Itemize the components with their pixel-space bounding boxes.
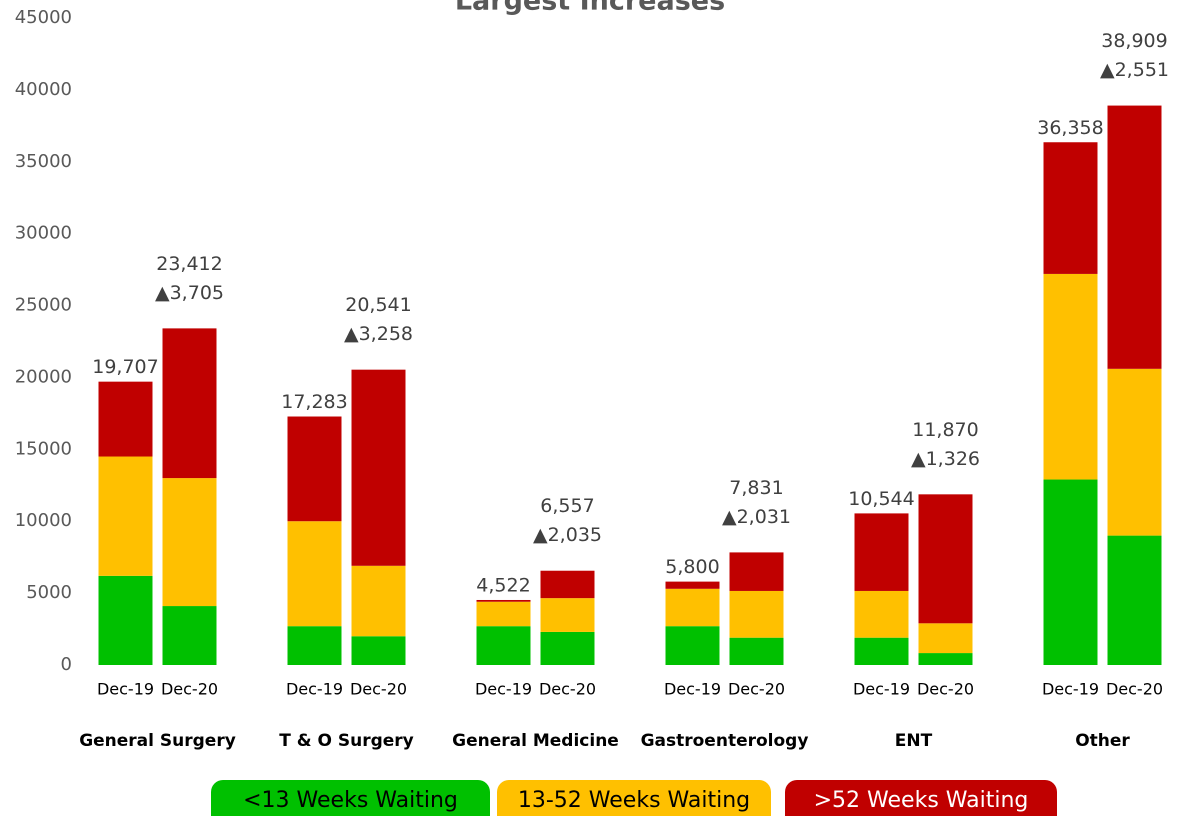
total-label: 6,557 [540, 495, 594, 517]
bar-segment [351, 369, 406, 566]
y-tick-label: 0 [61, 654, 72, 675]
total-label: 19,707 [92, 356, 158, 378]
y-tick-label: 5000 [26, 582, 72, 603]
chart-title: Largest Increases [455, 0, 725, 17]
bar-segment [98, 456, 153, 576]
x-tick-label: Dec-20 [350, 680, 407, 699]
bar-segment [1107, 368, 1162, 536]
bar-segment [476, 626, 531, 665]
total-label: 20,541 [345, 294, 411, 316]
bar-segment [351, 636, 406, 665]
total-label: 10,544 [848, 488, 914, 510]
y-tick-label: 25000 [15, 295, 72, 316]
x-tick-label: Dec-19 [97, 680, 154, 699]
increase-label: ▲3,258 [344, 323, 413, 345]
x-tick-label: Dec-20 [917, 680, 974, 699]
bar-segment [918, 653, 973, 665]
bar-segment [162, 478, 217, 607]
bar-segment [729, 590, 784, 638]
bar-segment [476, 599, 531, 602]
bar-segment [665, 588, 720, 627]
legend-label: >52 Weeks Waiting [814, 788, 1029, 813]
x-tick-label: Dec-20 [539, 680, 596, 699]
y-tick-label: 35000 [15, 151, 72, 172]
bar-segment [918, 494, 973, 624]
bar-segment [287, 521, 342, 627]
group-label: Other [1075, 731, 1130, 751]
legend-swatch [497, 780, 771, 820]
total-label: 11,870 [912, 419, 978, 441]
legend-swatch [785, 780, 1057, 820]
bar-segment [540, 570, 595, 599]
y-tick-label: 15000 [15, 438, 72, 459]
bar-segment [1043, 479, 1098, 665]
total-label: 38,909 [1101, 30, 1167, 52]
bar-segment [540, 598, 595, 632]
increase-label: ▲2,031 [722, 506, 791, 528]
x-tick-label: Dec-19 [853, 680, 910, 699]
y-tick-label: 20000 [15, 366, 72, 387]
group-label: General Medicine [452, 731, 619, 751]
legend-label: 13-52 Weeks Waiting [518, 788, 750, 813]
y-tick-label: 30000 [15, 223, 72, 244]
bar-segment [729, 637, 784, 665]
x-tick-label: Dec-19 [475, 680, 532, 699]
increase-label: ▲1,326 [911, 448, 980, 470]
bar-segment [98, 381, 153, 457]
legend-label: <13 Weeks Waiting [243, 788, 458, 813]
bar-segment [98, 575, 153, 665]
bar-segment [287, 626, 342, 665]
bar-segment [1043, 142, 1098, 274]
total-label: 7,831 [729, 477, 783, 499]
bar-segment [287, 416, 342, 522]
bar-segment [1043, 273, 1098, 480]
increase-label: ▲2,551 [1100, 59, 1169, 81]
bar-segment [351, 565, 406, 637]
y-tick-label: 40000 [15, 79, 72, 100]
bar-segment [854, 513, 909, 591]
total-label: 17,283 [281, 391, 347, 413]
x-tick-label: Dec-20 [161, 680, 218, 699]
increase-label: ▲3,705 [155, 282, 224, 304]
bar-segment [476, 601, 531, 627]
group-label: Gastroenterology [641, 731, 809, 751]
group-label: ENT [895, 731, 933, 751]
y-tick-label: 45000 [15, 7, 72, 28]
bar-segment [665, 626, 720, 665]
total-label: 36,358 [1037, 117, 1103, 139]
bar-segment [1107, 105, 1162, 369]
group-label: General Surgery [79, 731, 236, 751]
x-tick-label: Dec-19 [664, 680, 721, 699]
total-label: 5,800 [665, 556, 719, 578]
x-tick-label: Dec-20 [728, 680, 785, 699]
bar-segment [918, 623, 973, 654]
total-label: 23,412 [156, 253, 222, 275]
bar-segment [162, 328, 217, 479]
bar-segment [162, 606, 217, 665]
bar-segment [854, 590, 909, 638]
bar-segment [729, 552, 784, 591]
x-tick-label: Dec-20 [1106, 680, 1163, 699]
increase-label: ▲2,035 [533, 524, 602, 546]
bar-segment [1107, 535, 1162, 665]
x-tick-label: Dec-19 [1042, 680, 1099, 699]
total-label: 4,522 [476, 574, 530, 596]
x-tick-label: Dec-19 [286, 680, 343, 699]
y-tick-label: 10000 [15, 510, 72, 531]
bar-segment [540, 631, 595, 665]
bar-segment [854, 637, 909, 665]
group-label: T & O Surgery [279, 731, 414, 751]
bar-segment [665, 581, 720, 589]
legend-swatch [211, 780, 490, 820]
